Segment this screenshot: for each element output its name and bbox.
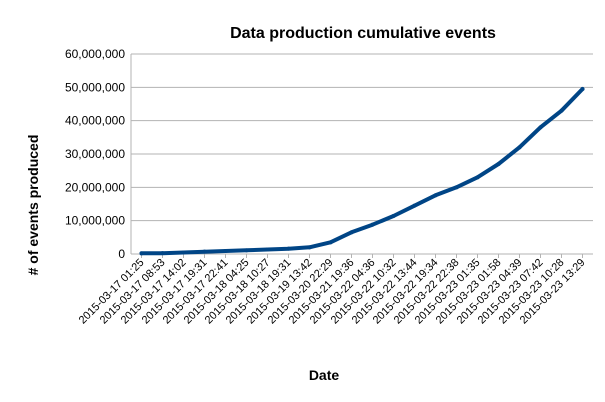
y-tick-label: 40,000,000 (65, 114, 125, 128)
data-point (391, 214, 396, 218)
x-axis-title: Date (309, 367, 340, 383)
y-tick-label: 30,000,000 (65, 147, 125, 161)
data-point (538, 125, 543, 130)
data-point (265, 247, 270, 252)
data-point (349, 230, 354, 235)
data-point (454, 185, 459, 190)
data-point (496, 162, 501, 166)
data-point (328, 240, 333, 245)
data-point (160, 251, 165, 256)
y-tick-label: 60,000,000 (65, 47, 125, 61)
chart-title: Data production cumulative events (230, 25, 496, 42)
data-point (286, 246, 291, 251)
data-point (181, 250, 186, 255)
data-point (433, 193, 438, 198)
y-axis-ticks: 0 10,000,000 20,000,000 30,000,000 40,000,00… (65, 47, 125, 261)
data-point (370, 222, 375, 227)
series-line (139, 87, 585, 256)
y-tick-label: 0 (118, 247, 125, 261)
y-tick-label: 50,000,000 (65, 80, 125, 94)
data-point (580, 87, 585, 91)
y-tick-label: 10,000,000 (65, 214, 125, 228)
data-point (412, 203, 417, 208)
data-point (517, 145, 522, 150)
data-point (475, 175, 480, 180)
data-point (202, 249, 207, 254)
data-point (223, 249, 228, 253)
y-tick-label: 20,000,000 (65, 180, 125, 194)
data-point (139, 251, 144, 256)
data-point (559, 108, 564, 113)
data-point (244, 248, 249, 253)
data-point (307, 245, 312, 250)
gridlines (130, 53, 593, 255)
series-layer (139, 87, 585, 256)
y-axis-title: # of events produced (25, 135, 41, 276)
